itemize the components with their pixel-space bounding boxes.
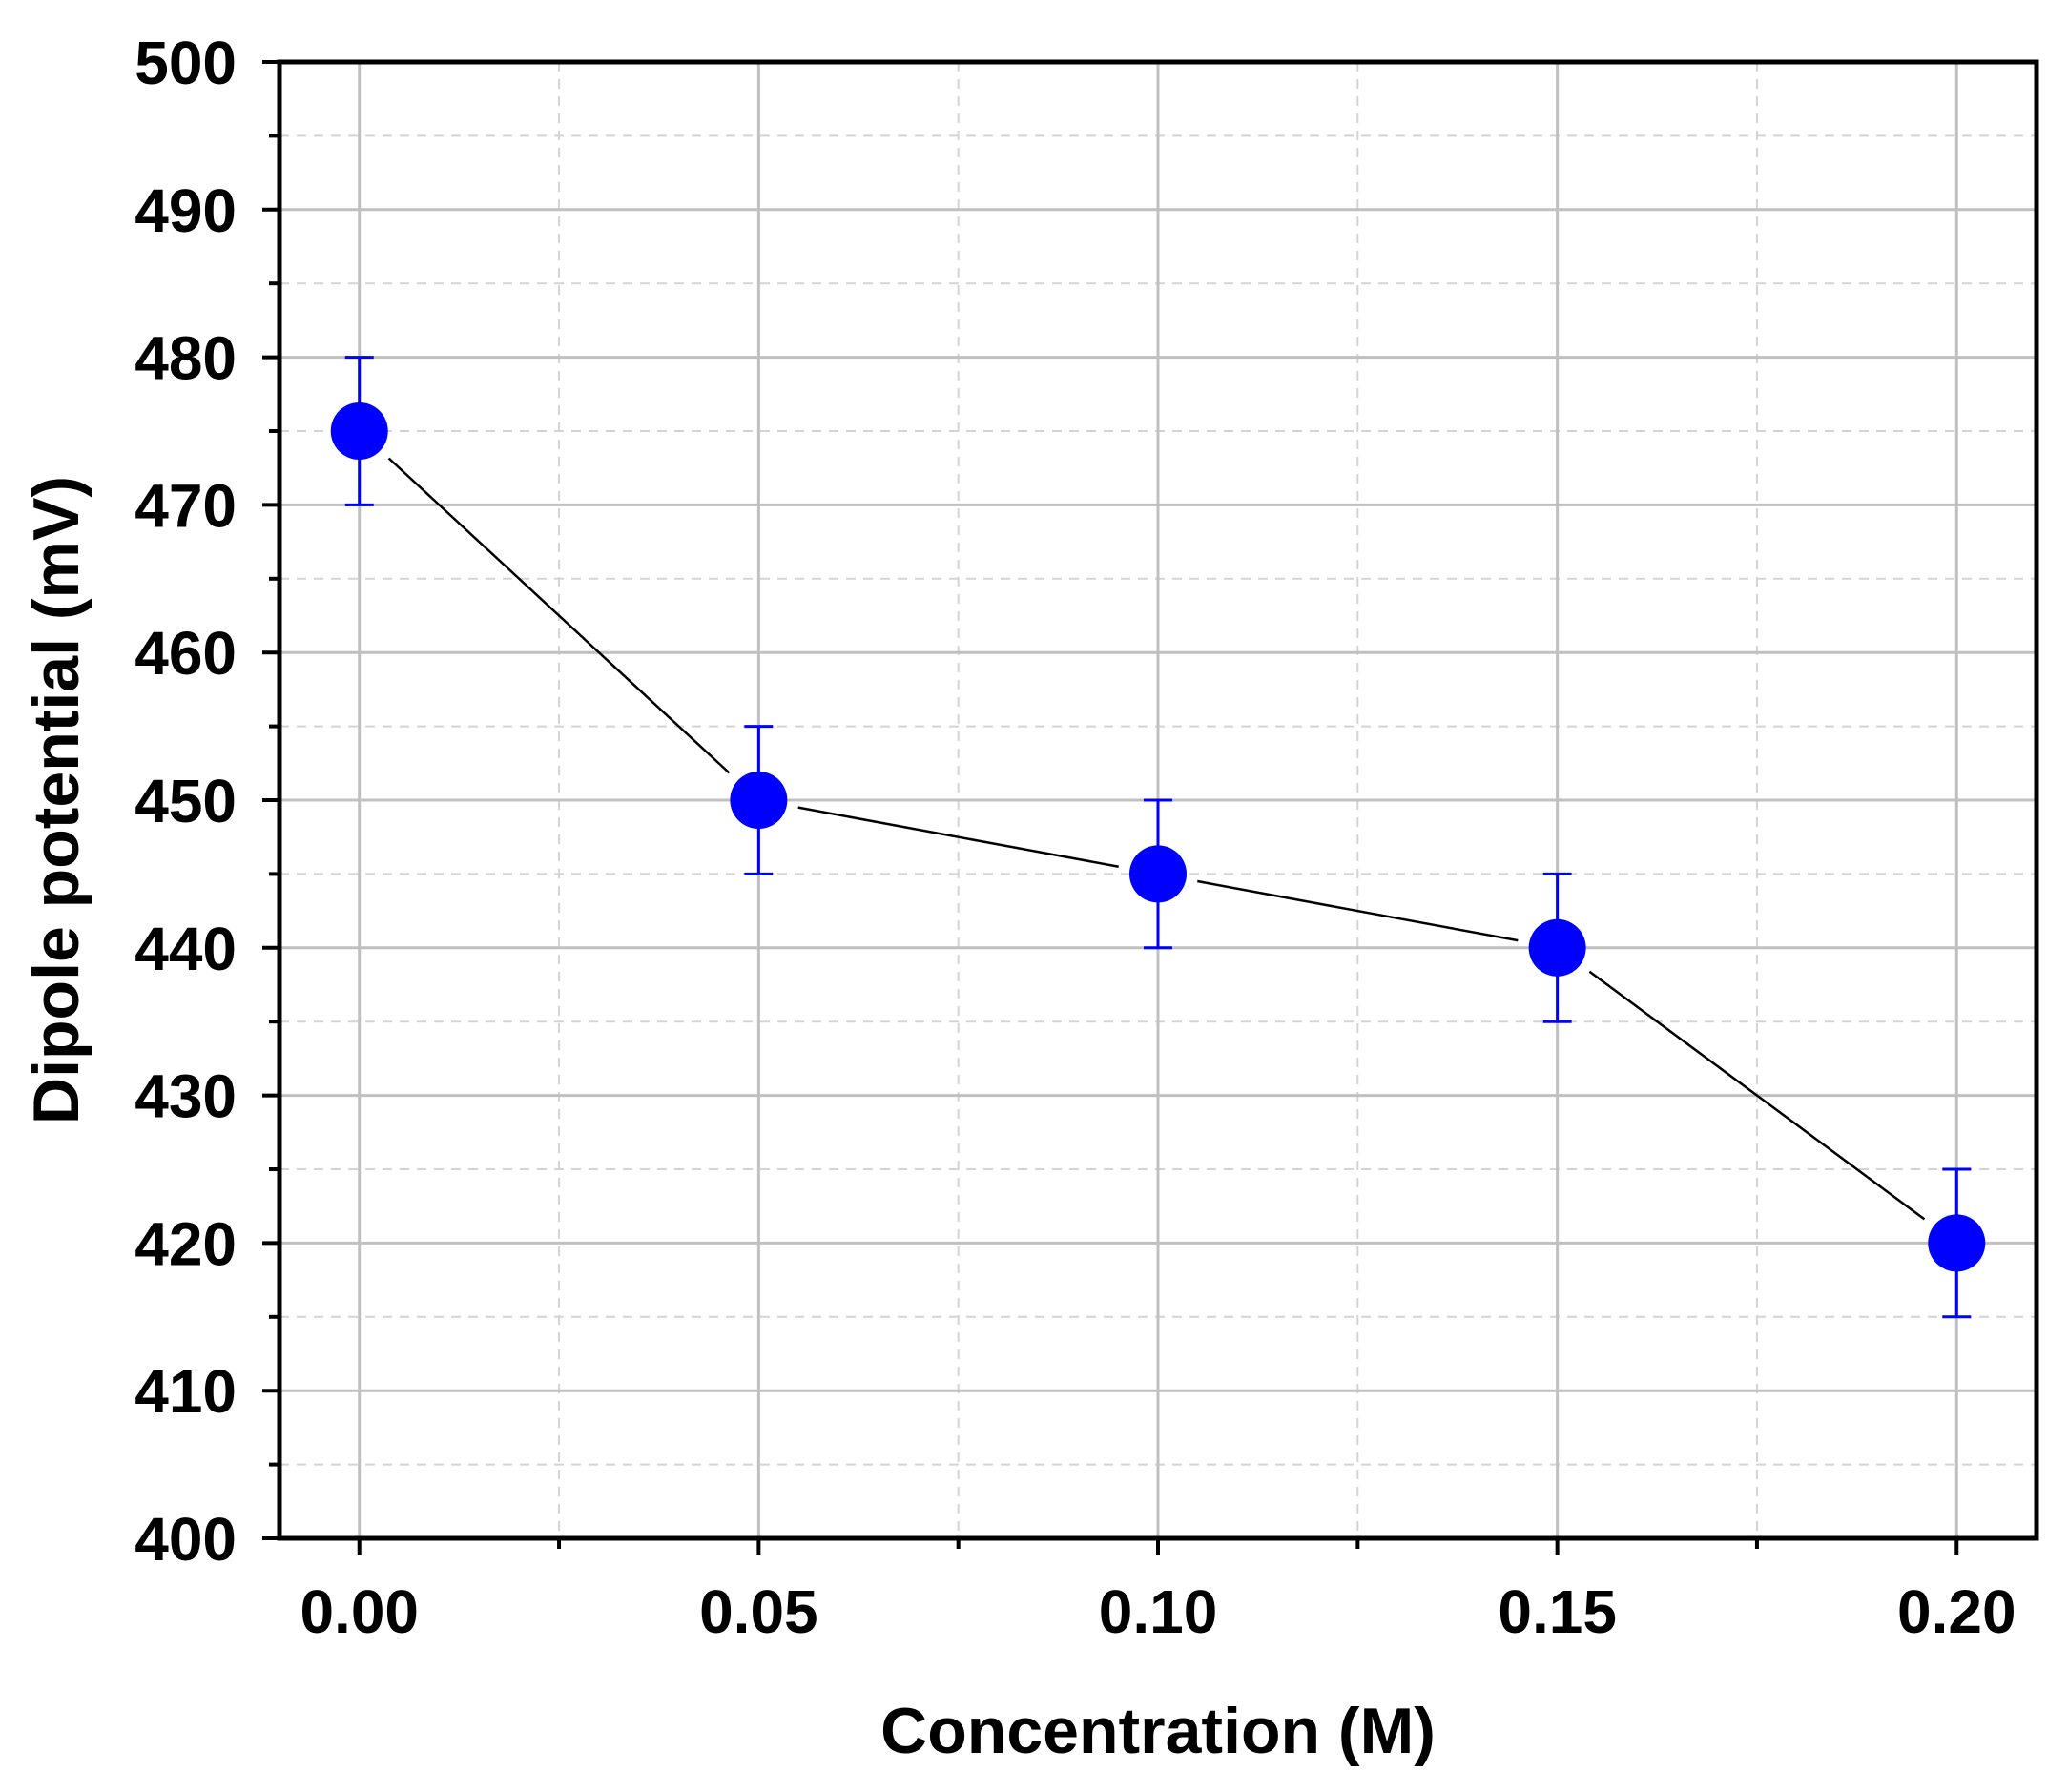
y-tick-label: 440 (134, 915, 237, 983)
x-tick-labels: 0.00 0.05 0.10 0.15 0.20 (300, 1577, 2016, 1646)
y-tick-label: 420 (134, 1209, 237, 1278)
y-tick-label: 470 (134, 471, 237, 540)
tick-mark-layer (262, 60, 1959, 1555)
y-tick-label: 480 (134, 324, 237, 393)
x-tick-label: 0.20 (1897, 1577, 2016, 1646)
x-tick-label: 0.10 (1099, 1577, 1218, 1646)
y-tick-label: 500 (134, 29, 237, 97)
data-point (1928, 1214, 1986, 1272)
connecting-line-segment (797, 806, 1119, 868)
data-point (730, 772, 788, 829)
y-tick-label: 410 (134, 1357, 237, 1426)
y-tick-label: 430 (134, 1062, 237, 1131)
connecting-line-segment (387, 457, 731, 774)
connecting-line-layer (387, 457, 1926, 1221)
y-axis-title: Dipole potential (mV) (20, 476, 93, 1124)
y-tick-label: 460 (134, 619, 237, 688)
y-tick-labels: 400 410 420 430 440 450 460 470 480 490 500 (134, 29, 237, 1574)
data-point-layer (330, 402, 1986, 1272)
connecting-line-segment (1588, 970, 1926, 1221)
data-point (1528, 918, 1586, 977)
x-tick-label: 0.15 (1498, 1577, 1617, 1646)
x-axis-title: Concentration (M) (880, 1695, 1436, 1767)
connecting-line-segment (1197, 879, 1519, 942)
data-point (330, 402, 388, 460)
y-tick-label: 490 (134, 176, 237, 245)
x-tick-label: 0.05 (699, 1577, 818, 1646)
x-tick-label: 0.00 (300, 1577, 419, 1646)
y-tick-label: 400 (134, 1505, 237, 1574)
y-tick-label: 450 (134, 767, 237, 835)
data-point (1129, 845, 1187, 903)
